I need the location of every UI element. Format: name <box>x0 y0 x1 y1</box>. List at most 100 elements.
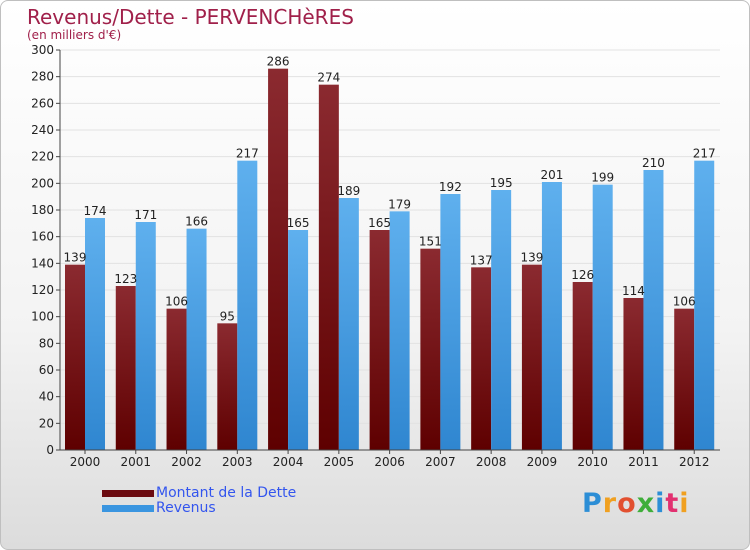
logo-letter: x <box>636 488 656 519</box>
bar-dette <box>166 308 187 450</box>
data-label-revenus: 217 <box>693 147 716 161</box>
bars <box>65 68 715 451</box>
y-tick-label: 300 <box>31 43 54 57</box>
data-label-dette: 114 <box>622 284 645 298</box>
x-tick-label: 2001 <box>120 455 151 469</box>
bar-revenus <box>389 211 410 450</box>
logo-letter: i <box>655 488 666 519</box>
x-tick-label: 2012 <box>679 455 710 469</box>
data-label-dette: 95 <box>220 309 235 323</box>
y-tick-label: 180 <box>31 203 54 217</box>
y-tick-label: 160 <box>31 230 54 244</box>
bar-revenus <box>186 228 207 450</box>
x-tick-label: 2010 <box>577 455 608 469</box>
legend-item-dette: Montant de la Dette <box>102 486 296 500</box>
bar-dette <box>369 230 390 450</box>
axes: 0 20 40 60 80 100 120 140 160 180 200 220 240 260 280 3… <box>31 43 720 469</box>
logo-letter: t <box>665 488 680 519</box>
data-label-revenus: 195 <box>490 176 513 190</box>
bar-dette <box>268 68 289 451</box>
bar-dette <box>318 84 339 451</box>
x-tick-label: 2004 <box>273 455 304 469</box>
data-label-dette: 126 <box>571 268 594 282</box>
bar-dette <box>217 323 238 450</box>
data-label-revenus: 179 <box>388 197 411 211</box>
x-tick-label: 2002 <box>171 455 202 469</box>
bar-revenus <box>643 170 664 450</box>
bar-dette <box>623 298 644 450</box>
y-tick-label: 20 <box>39 416 54 430</box>
bar-dette <box>521 264 542 450</box>
y-tick-label: 80 <box>39 336 54 350</box>
proxiti-logo: Proxiti <box>582 488 690 519</box>
logo-letter: i <box>679 488 690 519</box>
data-label-dette: 286 <box>267 55 290 69</box>
x-tick-label: 2003 <box>222 455 253 469</box>
y-tick-label: 260 <box>31 96 54 110</box>
bar-revenus <box>541 182 562 450</box>
data-label-dette: 274 <box>317 71 340 85</box>
labels: 139 174 123 171 106 166 95 217 286 165 274 189 165 17… <box>64 55 716 324</box>
bar-dette <box>115 286 136 450</box>
data-label-dette: 137 <box>470 253 493 267</box>
x-tick-label: 2008 <box>476 455 507 469</box>
data-label-dette: 151 <box>419 235 442 249</box>
x-tick-label: 2011 <box>628 455 659 469</box>
legend-swatch-revenus <box>102 504 154 512</box>
y-tick-label: 240 <box>31 123 54 137</box>
legend-label-revenus: Revenus <box>156 500 216 516</box>
x-tick-label: 2000 <box>70 455 101 469</box>
y-tick-label: 60 <box>39 363 54 377</box>
y-tick-label: 40 <box>39 390 54 404</box>
data-label-dette: 139 <box>64 251 87 265</box>
y-tick-label: 0 <box>46 443 54 457</box>
x-tick-label: 2005 <box>324 455 355 469</box>
bar-dette <box>674 308 695 450</box>
chart-title: Revenus/Dette - PERVENCHèRES <box>27 5 354 29</box>
bar-dette <box>572 282 593 450</box>
data-label-revenus: 189 <box>337 184 360 198</box>
data-label-dette: 106 <box>673 295 696 309</box>
x-tick-label: 2006 <box>374 455 405 469</box>
data-label-dette: 139 <box>520 251 543 265</box>
logo-letter: P <box>582 488 603 519</box>
bar-dette <box>420 248 441 450</box>
data-label-revenus: 192 <box>439 180 462 194</box>
bar-revenus <box>135 222 156 450</box>
y-tick-label: 220 <box>31 150 54 164</box>
data-label-revenus: 165 <box>287 216 310 230</box>
legend-swatch-dette <box>102 489 154 497</box>
bar-revenus <box>592 184 613 450</box>
data-label-revenus: 166 <box>185 215 208 229</box>
bar-revenus <box>288 230 309 450</box>
logo-letter: r <box>602 488 618 519</box>
bar-revenus <box>237 160 258 450</box>
y-tick-label: 100 <box>31 310 54 324</box>
data-label-revenus: 217 <box>236 147 259 161</box>
bar-revenus <box>694 160 715 450</box>
chart-subtitle: (en milliers d'€) <box>27 28 122 42</box>
x-tick-label: 2007 <box>425 455 456 469</box>
bar-dette <box>471 267 492 450</box>
y-tick-label: 140 <box>31 256 54 270</box>
data-label-dette: 123 <box>114 272 137 286</box>
data-label-revenus: 210 <box>642 156 665 170</box>
y-tick-label: 120 <box>31 283 54 297</box>
x-tick-label: 2009 <box>527 455 558 469</box>
data-label-dette: 165 <box>368 216 391 230</box>
bar-revenus <box>491 190 512 450</box>
y-tick-label: 200 <box>31 176 54 190</box>
data-label-revenus: 199 <box>591 171 614 185</box>
data-label-dette: 106 <box>165 295 188 309</box>
bar-dette <box>65 264 85 450</box>
y-tick-label: 280 <box>31 70 54 84</box>
data-label-revenus: 201 <box>540 168 563 182</box>
bar-revenus <box>85 218 105 450</box>
data-label-revenus: 174 <box>84 204 107 218</box>
bar-revenus <box>338 198 359 450</box>
legend-label-dette: Montant de la Dette <box>156 485 297 501</box>
legend-item-revenus: Revenus <box>102 501 216 515</box>
logo-letter: o <box>617 488 637 519</box>
data-label-revenus: 171 <box>134 208 157 222</box>
